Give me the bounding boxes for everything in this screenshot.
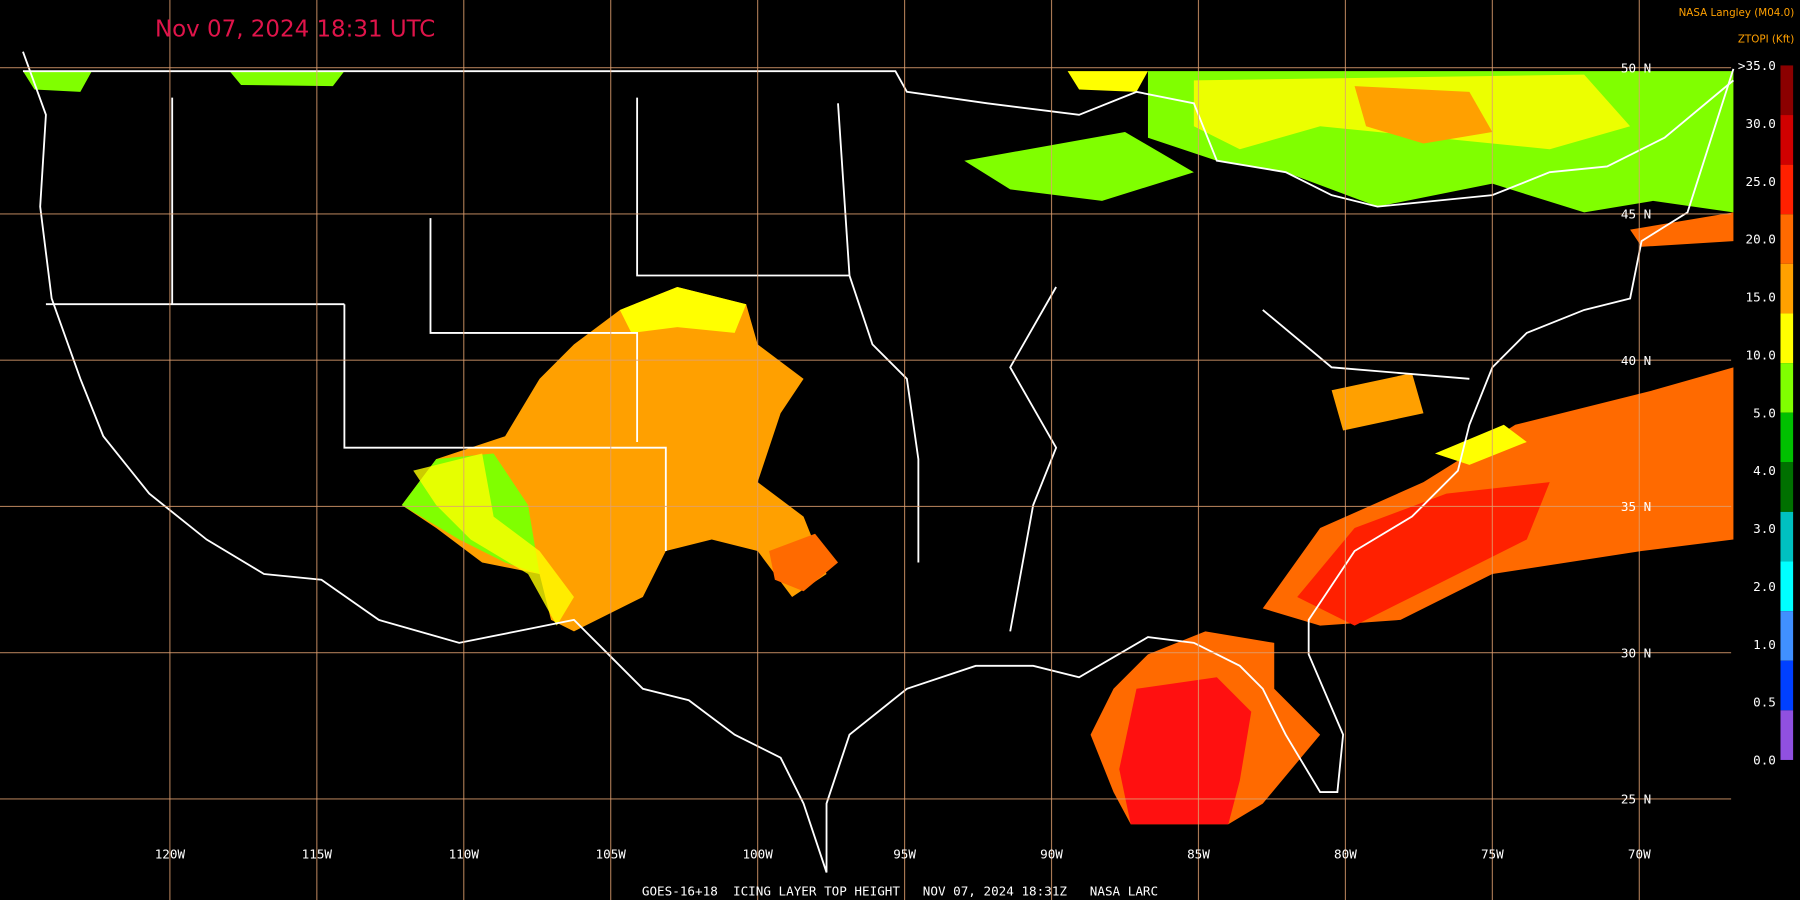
graticule: 50 N 45 N 40 N 35 N 30 N 25 N 120W 115W 110W 105W… <box>0 0 1732 900</box>
legend-label: 15.0 <box>1746 290 1776 305</box>
color-swatch <box>1780 164 1794 215</box>
color-swatch <box>1780 710 1794 760</box>
legend-label: 5.0 <box>1753 405 1776 420</box>
cloud-fields <box>22 71 1734 825</box>
longitude-label: 70W <box>1628 847 1651 862</box>
legend-label: 10.0 <box>1746 347 1776 362</box>
latitude-label: 35 N <box>1621 499 1651 514</box>
longitude-label: 115W <box>302 847 333 862</box>
color-swatch <box>1780 511 1794 562</box>
longitude-label: 90W <box>1040 847 1063 862</box>
icing-area <box>229 71 345 87</box>
icing-area <box>1630 212 1734 247</box>
border <box>22 70 1735 208</box>
legend-label: 0.0 <box>1753 753 1776 768</box>
color-swatch <box>1780 561 1794 612</box>
longitude-label: 85W <box>1187 847 1210 862</box>
coastline <box>22 51 1735 873</box>
icing-area <box>769 533 839 592</box>
icing-area <box>1067 71 1148 92</box>
icing-area <box>964 132 1194 201</box>
color-swatch <box>1780 214 1794 264</box>
latitude-label: 25 N <box>1621 792 1651 807</box>
color-swatch <box>1780 363 1794 413</box>
icing-area <box>619 286 747 333</box>
color-swatch <box>1780 462 1794 512</box>
title: Nov 07, 2024 18:31 UTC <box>155 17 435 43</box>
longitude-label: 100W <box>742 847 773 862</box>
color-swatch <box>1780 313 1794 364</box>
latitude-label: 45 N <box>1621 207 1651 222</box>
legend: >35.0 30.0 25.0 20.0 15.0 10.0 5.0 4.0 3.0 2.0 1.0… <box>1738 58 1794 768</box>
longitude-label: 80W <box>1334 847 1357 862</box>
latitude-label: 50 N <box>1621 60 1651 75</box>
color-swatch <box>1780 65 1794 116</box>
legend-label: >35.0 <box>1738 58 1776 73</box>
icing-area <box>1119 677 1252 825</box>
latitude-label: 40 N <box>1621 353 1651 368</box>
legend-label: 30.0 <box>1746 116 1776 131</box>
longitude-label: 110W <box>449 847 480 862</box>
longitude-label: 105W <box>596 847 627 862</box>
legend-label: 3.0 <box>1753 521 1776 536</box>
legend-label: 20.0 <box>1746 232 1776 247</box>
icing-area <box>1354 86 1493 144</box>
state-borders <box>45 97 1470 632</box>
color-swatch <box>1780 660 1794 711</box>
longitude-label: 75W <box>1481 847 1504 862</box>
color-swatch <box>1780 412 1794 463</box>
icing-area <box>1331 373 1424 431</box>
longitude-label: 120W <box>155 847 186 862</box>
color-swatch <box>1780 611 1794 661</box>
legend-label: 4.0 <box>1753 463 1776 478</box>
legend-label: 0.5 <box>1753 695 1776 710</box>
icing-area <box>1434 424 1527 465</box>
icing-area <box>1297 482 1550 626</box>
legend-label: 25.0 <box>1746 174 1776 189</box>
icing-area <box>413 453 574 626</box>
legend-label: 1.0 <box>1753 637 1776 652</box>
longitude-label: 95W <box>893 847 916 862</box>
footer: GOES-16+18 ICING LAYER TOP HEIGHT NOV 07… <box>642 883 1158 898</box>
latitude-label: 30 N <box>1621 645 1651 660</box>
legend-label: 2.0 <box>1753 579 1776 594</box>
icing-area <box>22 71 92 92</box>
source: NASA Langley (M04.0) <box>1679 7 1795 19</box>
legend-title: ZTOPI (Kft) <box>1738 33 1794 45</box>
color-swatch <box>1780 115 1794 165</box>
coastlines <box>22 51 1735 873</box>
color-swatch <box>1780 263 1794 314</box>
